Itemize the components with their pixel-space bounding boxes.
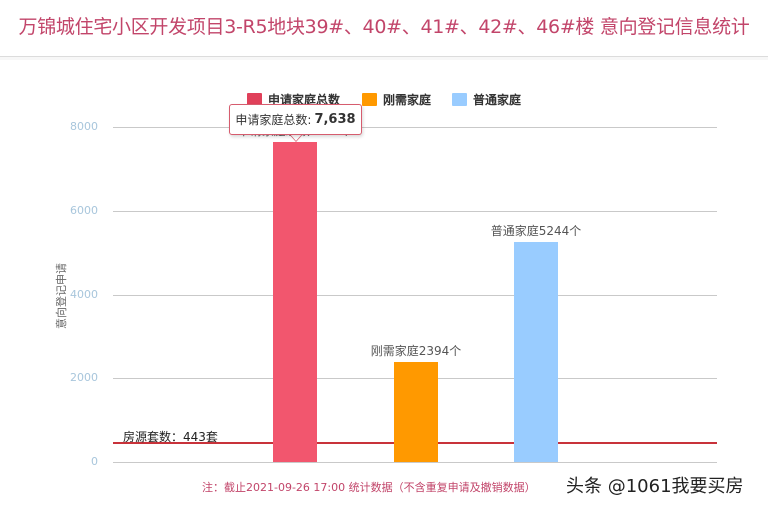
y-tick-label: 0 — [91, 455, 98, 468]
bar[interactable] — [273, 142, 317, 462]
bar-data-label: 刚需家庭2394个 — [370, 344, 462, 358]
bar[interactable] — [394, 362, 438, 462]
title-separator-shadow — [0, 57, 768, 60]
y-tick-label: 6000 — [70, 204, 98, 217]
tooltip-label: 申请家庭总数: — [235, 113, 312, 127]
legend-swatch-rigid — [362, 92, 377, 106]
y-tick-label: 2000 — [70, 371, 98, 384]
y-tick-label: 4000 — [70, 288, 98, 301]
gridline — [113, 127, 717, 128]
chart-title: 万锦城住宅小区开发项目3-R5地块39#、40#、41#、42#、46#楼 意向… — [18, 16, 750, 38]
bar-data-label: 普通家庭5244个 — [490, 224, 582, 238]
gridline — [113, 462, 717, 463]
y-tick-label: 8000 — [70, 120, 98, 133]
watermark: 头条 @1061我要买房 — [566, 476, 744, 497]
gridline — [113, 211, 717, 212]
tooltip: 申请家庭总数: 7,638 — [229, 104, 362, 135]
title-separator — [0, 56, 768, 57]
reference-line-label: 房源套数：443套 — [123, 430, 218, 444]
tooltip-arrow-inner — [289, 133, 303, 141]
legend-label-rigid: 刚需家庭 — [383, 92, 432, 107]
legend-label-normal: 普通家庭 — [473, 92, 522, 107]
bar[interactable] — [514, 242, 558, 462]
legend-swatch-normal — [452, 92, 467, 106]
footnote: 注：截止2021-09-26 17:00 统计数据（不含重复申请及撤销数据） — [202, 481, 536, 494]
legend-label-total: 申请家庭总数 — [268, 92, 341, 107]
legend-swatch-total — [247, 92, 262, 106]
legend-item-total[interactable]: 申请家庭总数 — [247, 92, 341, 107]
tooltip-value: 7,638 — [314, 112, 356, 127]
legend-item-rigid[interactable]: 刚需家庭 — [362, 92, 432, 107]
legend-item-normal[interactable]: 普通家庭 — [452, 92, 522, 107]
gridline — [113, 295, 717, 296]
